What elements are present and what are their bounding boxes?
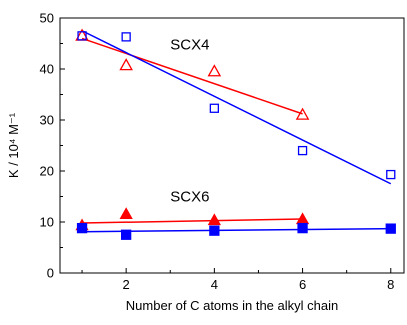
y-tick-label: 30: [40, 113, 54, 128]
square-marker: [209, 225, 220, 236]
annotations: SCX4 SCX6: [170, 37, 209, 206]
square-marker: [385, 223, 396, 234]
y-tick-label: 0: [47, 266, 54, 281]
square-marker: [297, 222, 308, 234]
triangle-marker: [207, 64, 222, 77]
series-group-label: SCX4: [170, 37, 209, 54]
y-tick-label: 10: [40, 215, 54, 230]
data-markers: [75, 28, 396, 240]
triangle-marker: [295, 107, 310, 120]
y-tick-label: 40: [40, 62, 54, 77]
square-marker: [77, 31, 87, 41]
series-group-label: SCX6: [170, 189, 209, 206]
axis-ticks: 2 4 6 8 0 10 20 30 40 50: [40, 11, 395, 293]
fit-lines: [81, 30, 392, 233]
square-marker: [209, 103, 220, 113]
fit-line: [82, 227, 391, 233]
plot-border: [59, 17, 405, 274]
square-marker: [121, 32, 131, 42]
triangle-marker: [207, 213, 221, 226]
triangle-marker: [119, 207, 133, 220]
x-tick-label: 4: [211, 277, 218, 292]
square-marker: [121, 229, 132, 240]
fit-line: [81, 37, 303, 115]
square-marker: [76, 222, 88, 234]
fit-line: [82, 218, 303, 224]
fit-line: [81, 30, 392, 185]
y-tick-label: 50: [40, 11, 54, 26]
x-tick-label: 2: [123, 277, 130, 292]
square-marker: [297, 145, 308, 156]
x-tick-label: 8: [387, 277, 394, 292]
triangle-marker: [119, 58, 133, 71]
y-tick-label: 20: [40, 164, 54, 179]
square-marker: [386, 169, 396, 180]
y-axis-title: K / 10⁴ M⁻¹: [6, 112, 21, 178]
plot-frame: [59, 17, 405, 274]
x-axis-title: Number of C atoms in the alkyl chain: [126, 298, 338, 313]
x-tick-label: 6: [299, 277, 306, 292]
